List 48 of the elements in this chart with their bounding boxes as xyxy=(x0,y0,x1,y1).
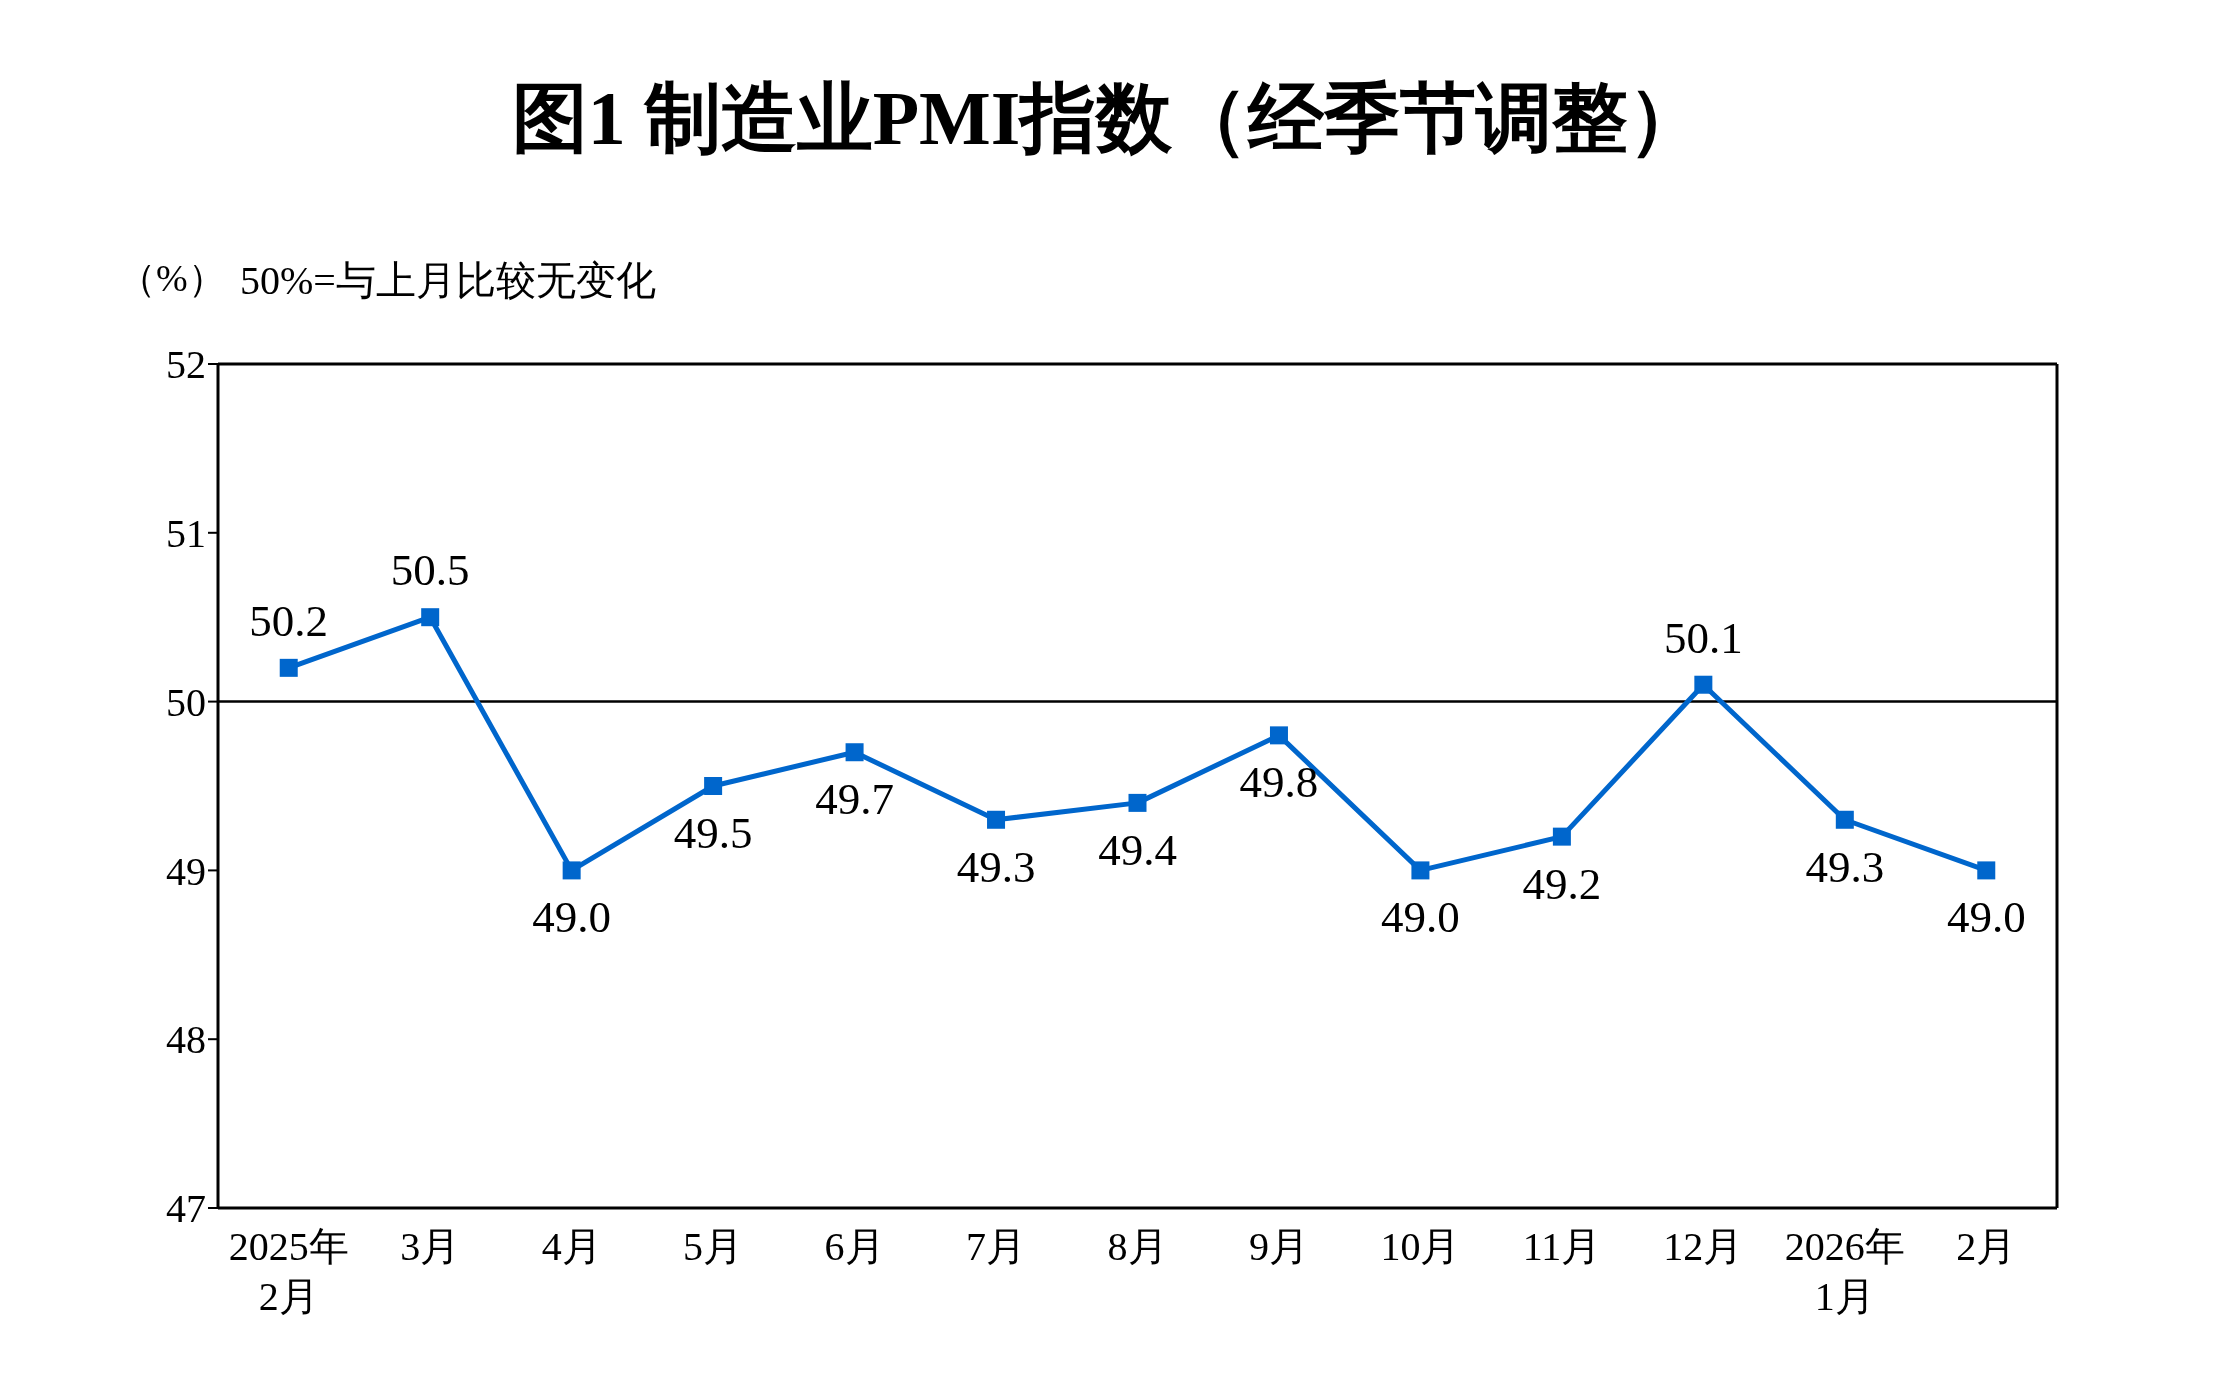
point xyxy=(279,658,298,677)
point xyxy=(1835,810,1854,829)
y-tick-label: 49 xyxy=(166,848,206,894)
data-label: 49.0 xyxy=(1381,892,1460,943)
data-label: 49.3 xyxy=(956,841,1036,892)
point xyxy=(421,608,440,627)
y-axis-title: （%） xyxy=(118,256,226,301)
data-label: 49.8 xyxy=(1239,757,1319,808)
x-tick-label: 2月 xyxy=(1956,1224,2017,1269)
x-tick-label: 9月 xyxy=(1248,1224,1309,1269)
y-tick-label: 48 xyxy=(166,1017,206,1063)
y-tick-label: 50 xyxy=(166,679,206,725)
point xyxy=(562,861,581,880)
data-label: 49.5 xyxy=(673,808,753,858)
data-label: 49.3 xyxy=(1805,841,1885,892)
data-label: 50.2 xyxy=(249,595,329,646)
point xyxy=(845,743,864,762)
y-tick-label: 52 xyxy=(166,342,206,388)
point xyxy=(1977,861,1996,880)
point xyxy=(1694,675,1713,694)
point xyxy=(1269,726,1288,745)
y-tick-label: 51 xyxy=(166,511,206,556)
x-tick-label: 2026年 1月 xyxy=(1784,1224,1905,1319)
x-tick-label: 3月 xyxy=(400,1224,461,1269)
y-tick-label: 47 xyxy=(166,1186,206,1232)
point xyxy=(1411,861,1430,880)
text: 50%=与上月比较无变化 xyxy=(240,257,656,305)
x-tick-label: 4月 xyxy=(541,1224,602,1269)
point xyxy=(1128,793,1147,812)
data-label: 50.5 xyxy=(390,545,470,596)
data-label: 49.0 xyxy=(532,892,612,943)
x-tick-label: 6月 xyxy=(824,1224,885,1269)
point xyxy=(704,777,723,795)
data-label: 49.7 xyxy=(815,774,894,825)
x-tick-label: 11月 xyxy=(1522,1224,1602,1269)
x-tick-label: 7月 xyxy=(966,1224,1027,1269)
chart-title: 图1 制造业PMI指数（经季节调整） xyxy=(510,75,1706,162)
x-tick-label: 8月 xyxy=(1107,1224,1168,1269)
x-tick-label: 10月 xyxy=(1380,1224,1461,1269)
x-tick-label: 12月 xyxy=(1663,1224,1744,1269)
x-tick-label: 2025年 2月 xyxy=(228,1224,349,1319)
x-tick-label: 5月 xyxy=(683,1224,744,1269)
point xyxy=(1552,827,1571,846)
data-label: 49.4 xyxy=(1098,824,1177,875)
data-label: 50.1 xyxy=(1663,612,1743,663)
point xyxy=(987,810,1006,829)
data-label: 49.0 xyxy=(1946,892,2026,943)
data-label: 49.2 xyxy=(1522,858,1602,909)
